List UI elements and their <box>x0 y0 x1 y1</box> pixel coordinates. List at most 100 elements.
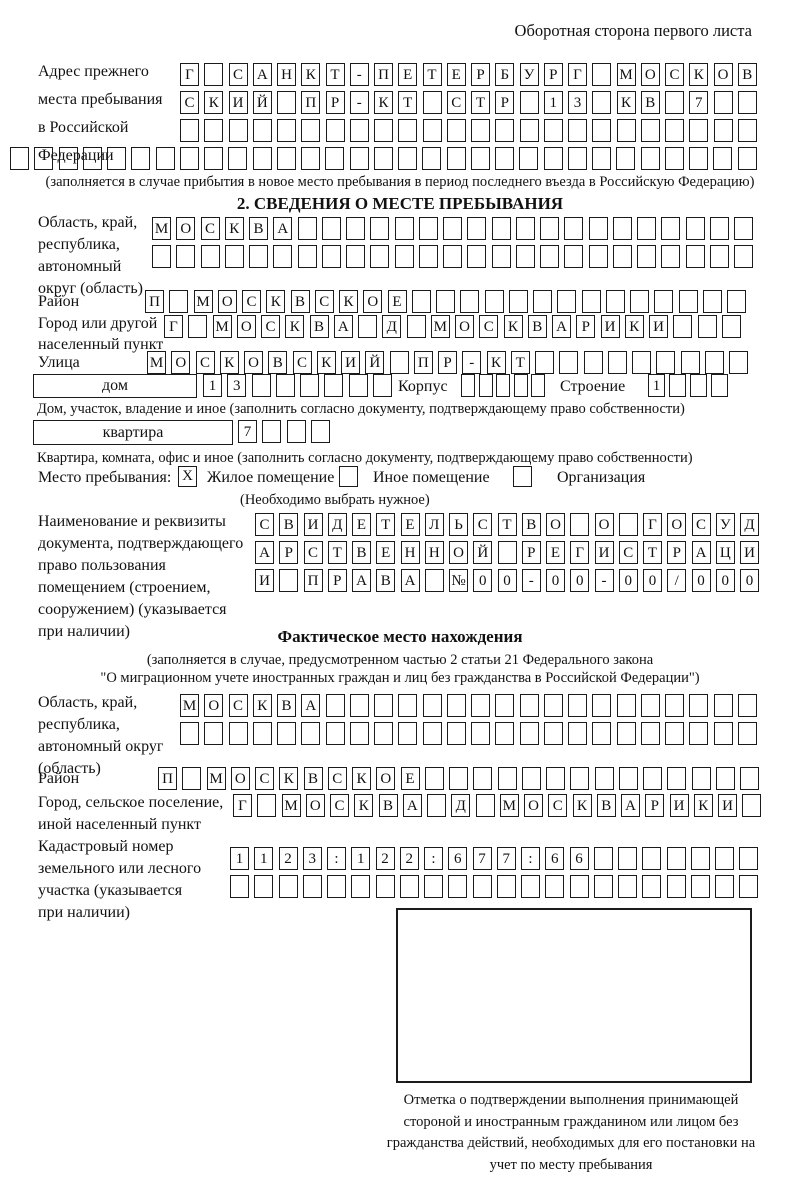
char-cell[interactable] <box>10 147 29 170</box>
char-cell[interactable]: М <box>281 794 301 817</box>
char-cell[interactable]: А <box>402 794 422 817</box>
char-cell[interactable] <box>680 351 700 374</box>
char-cell[interactable]: М <box>180 694 199 717</box>
char-cell[interactable] <box>180 119 199 142</box>
char-cell[interactable] <box>588 217 608 240</box>
char-cell[interactable] <box>276 147 296 170</box>
char-cell[interactable] <box>348 374 368 397</box>
char-cell[interactable] <box>715 767 735 790</box>
char-cell[interactable] <box>713 119 733 142</box>
char-cell[interactable]: В <box>352 541 371 564</box>
char-cell[interactable]: 2 <box>375 847 395 870</box>
char-cell[interactable] <box>737 722 757 745</box>
char-cell[interactable] <box>570 513 590 536</box>
char-cell[interactable] <box>729 351 748 374</box>
char-cell[interactable] <box>569 875 589 898</box>
char-cell[interactable]: В <box>277 694 296 717</box>
prev-address-row-3[interactable] <box>180 119 757 142</box>
char-cell[interactable] <box>228 722 248 745</box>
char-cell[interactable] <box>406 315 426 338</box>
char-cell[interactable] <box>228 147 248 170</box>
char-cell[interactable]: А <box>621 794 640 817</box>
char-cell[interactable] <box>349 147 369 170</box>
char-cell[interactable] <box>418 217 438 240</box>
char-cell[interactable] <box>301 722 321 745</box>
char-cell[interactable]: Н <box>424 541 444 564</box>
char-cell[interactable] <box>616 119 636 142</box>
char-cell[interactable]: К <box>224 217 244 240</box>
char-cell[interactable] <box>424 569 444 592</box>
char-cell[interactable]: 0 <box>570 569 590 592</box>
prev-address-row-4[interactable] <box>10 147 757 170</box>
char-cell[interactable]: К <box>339 290 358 313</box>
char-cell[interactable]: 1 <box>351 847 371 870</box>
char-cell[interactable]: К <box>279 767 299 790</box>
char-cell[interactable] <box>224 245 244 268</box>
char-cell[interactable] <box>200 245 220 268</box>
char-cell[interactable] <box>508 290 528 313</box>
char-cell[interactable] <box>665 694 684 717</box>
char-cell[interactable]: Е <box>352 513 371 536</box>
char-cell[interactable]: С <box>446 91 466 114</box>
char-cell[interactable]: В <box>378 794 398 817</box>
char-cell[interactable]: 0 <box>715 569 735 592</box>
char-cell[interactable]: 7 <box>496 847 516 870</box>
char-cell[interactable]: О <box>230 767 250 790</box>
char-cell[interactable] <box>399 875 419 898</box>
char-cell[interactable]: - <box>462 351 482 374</box>
char-cell[interactable] <box>709 217 729 240</box>
char-cell[interactable] <box>568 119 587 142</box>
char-cell[interactable] <box>398 694 418 717</box>
char-cell[interactable] <box>321 217 341 240</box>
char-cell[interactable] <box>685 245 705 268</box>
char-cell[interactable] <box>715 875 734 898</box>
char-cell[interactable]: А <box>273 217 293 240</box>
char-cell[interactable] <box>588 245 608 268</box>
char-cell[interactable] <box>640 147 660 170</box>
char-cell[interactable]: Т <box>422 63 442 86</box>
char-cell[interactable]: 0 <box>618 569 638 592</box>
char-cell[interactable] <box>568 694 587 717</box>
char-cell[interactable] <box>491 245 511 268</box>
char-cell[interactable]: А <box>400 569 420 592</box>
char-cell[interactable]: С <box>327 767 347 790</box>
char-cell[interactable] <box>519 147 539 170</box>
char-cell[interactable] <box>279 569 299 592</box>
char-cell[interactable] <box>411 290 431 313</box>
char-cell[interactable] <box>540 245 559 268</box>
char-cell[interactable] <box>612 245 632 268</box>
char-cell[interactable] <box>374 722 393 745</box>
char-cell[interactable] <box>460 290 480 313</box>
char-cell[interactable]: № <box>449 569 468 592</box>
char-cell[interactable] <box>394 217 414 240</box>
char-cell[interactable] <box>519 91 539 114</box>
char-cell[interactable]: Е <box>546 541 565 564</box>
char-cell[interactable] <box>358 315 377 338</box>
char-cell[interactable] <box>497 767 517 790</box>
char-cell[interactable]: О <box>244 351 263 374</box>
char-cell[interactable] <box>521 875 540 898</box>
char-cell[interactable]: К <box>572 794 592 817</box>
char-cell[interactable] <box>521 767 541 790</box>
char-cell[interactable]: Т <box>376 513 396 536</box>
char-cell[interactable]: Р <box>521 541 541 564</box>
char-cell[interactable]: 1 <box>254 847 274 870</box>
char-cell[interactable]: С <box>330 794 349 817</box>
char-cell[interactable] <box>689 722 709 745</box>
char-cell[interactable] <box>678 290 698 313</box>
char-cell[interactable] <box>640 722 660 745</box>
char-cell[interactable]: О <box>204 694 224 717</box>
char-cell[interactable]: Р <box>471 63 490 86</box>
char-cell[interactable] <box>618 513 638 536</box>
char-cell[interactable] <box>742 794 762 817</box>
char-cell[interactable] <box>721 315 741 338</box>
char-cell[interactable] <box>643 767 662 790</box>
char-cell[interactable] <box>422 694 442 717</box>
char-cell[interactable]: О <box>376 767 396 790</box>
char-cell[interactable] <box>515 217 535 240</box>
